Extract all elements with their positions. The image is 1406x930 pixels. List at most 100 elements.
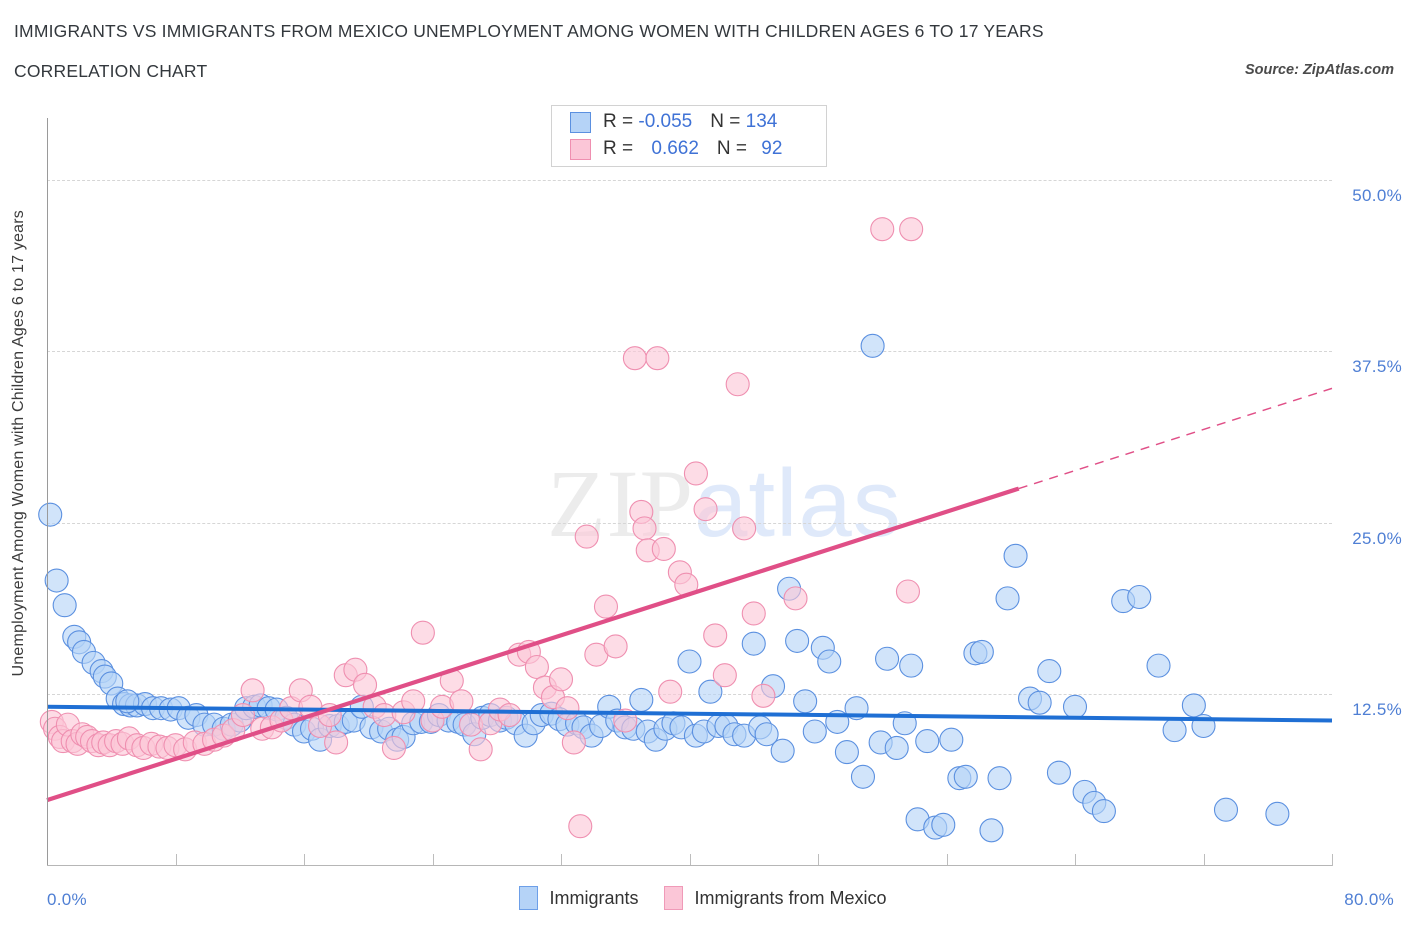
chart-subtitle: CORRELATION CHART — [14, 61, 208, 81]
x-axis-tick — [689, 854, 691, 866]
scatter-point — [693, 497, 718, 522]
scatter-point — [1027, 690, 1052, 715]
scatter-point — [629, 687, 654, 712]
scatter-point — [574, 524, 599, 549]
scatter-point — [1213, 797, 1239, 822]
scatter-point — [895, 579, 921, 604]
series-legend: Immigrants Immigrants from Mexico — [0, 886, 1406, 910]
scatter-point — [915, 729, 940, 754]
legend-swatch-pink-icon — [664, 886, 684, 910]
stats-row-immigrants: R = -0.055 N = 134 — [570, 109, 777, 135]
plot-area: ZIPatlas — [38, 118, 1333, 866]
y-axis-title: Unemployment Among Women with Children A… — [10, 210, 27, 677]
scatter-point — [1003, 543, 1028, 568]
stats-n-value-1: 134 — [745, 111, 778, 132]
scatter-point — [875, 646, 900, 671]
scatter-point — [683, 461, 708, 486]
stats-swatch-pink — [570, 138, 591, 160]
scatter-point — [677, 649, 702, 674]
scatter-point — [632, 516, 657, 541]
series-immigrants — [38, 333, 1290, 843]
stats-n-label-2: N = — [716, 138, 753, 159]
scatter-point — [751, 683, 776, 708]
scatter-point — [939, 727, 964, 752]
series-immigrants-mexico — [39, 217, 924, 839]
x-axis-tick — [1203, 854, 1205, 866]
stats-r-label-1: R = — [603, 111, 639, 132]
scatter-point — [783, 586, 808, 611]
scatter-point — [1062, 694, 1088, 719]
scatter-point — [987, 766, 1012, 791]
scatter-point — [240, 678, 265, 703]
scatter-point — [725, 372, 750, 397]
stats-n-label-1: N = — [710, 111, 746, 132]
scatter-points-layer — [38, 217, 1333, 843]
scatter-point — [754, 722, 779, 747]
scatter-point — [410, 620, 435, 645]
scatter-point — [712, 663, 737, 688]
x-axis-tick — [818, 854, 819, 866]
scatter-point — [52, 593, 77, 618]
scatter-point — [38, 502, 63, 527]
scatter-point — [603, 634, 628, 659]
legend-item-immigrants-mexico[interactable]: Immigrants from Mexico — [664, 886, 887, 910]
x-axis-tick — [304, 854, 305, 866]
scatter-point — [899, 653, 924, 678]
scatter-point — [1181, 693, 1206, 718]
scatter-point — [969, 639, 994, 664]
x-axis-tick — [1332, 854, 1333, 866]
legend-label-immigrants-mexico: Immigrants from Mexico — [694, 887, 887, 908]
stats-r-value-2: 0.662 — [651, 138, 699, 159]
scatter-point — [979, 818, 1004, 843]
scatter-point — [741, 601, 766, 626]
scatter-point — [401, 689, 426, 714]
scatter-point — [497, 702, 522, 728]
scatter-point — [548, 667, 574, 692]
source-label: Source: ZipAtlas.com — [1244, 62, 1394, 78]
x-axis-min-label: 0.0% — [47, 890, 87, 909]
correlation-stats-box: R = -0.055 N = 134 R = 0.662 N = 92 — [551, 105, 827, 167]
trend-line — [46, 486, 1020, 803]
trend-line — [1018, 387, 1333, 490]
scatter-point — [524, 654, 549, 680]
scatter-point — [770, 738, 795, 763]
scatter-point — [568, 814, 593, 839]
scatter-point — [1046, 760, 1071, 785]
y-axis-tick-label: 37.5% — [1352, 357, 1402, 377]
legend-swatch-blue-icon — [519, 886, 539, 910]
scatter-point — [658, 679, 683, 704]
y-axis-tick-label: 12.5% — [1352, 700, 1402, 720]
scatter-point — [884, 735, 909, 761]
x-axis-tick — [175, 854, 177, 866]
scatter-point — [995, 586, 1020, 611]
stats-r-value-1: -0.055 — [638, 111, 693, 132]
scatter-point — [1146, 653, 1171, 678]
scatter-point — [785, 628, 810, 653]
scatter-point — [645, 346, 670, 371]
y-axis-tick-label: 50.0% — [1352, 185, 1402, 205]
scatter-point — [1265, 801, 1290, 826]
scatter-point — [698, 679, 723, 704]
scatter-point — [850, 764, 876, 789]
y-axis-tick-label: 25.0% — [1352, 528, 1402, 548]
scatter-point — [468, 737, 493, 762]
page-title: IMMIGRANTS VS IMMIGRANTS FROM MEXICO UNE… — [14, 21, 1044, 41]
scatter-point — [817, 649, 842, 674]
x-axis-tick — [946, 854, 948, 866]
scatter-point — [1037, 659, 1062, 684]
x-axis-tick — [561, 854, 562, 866]
gridline — [47, 179, 1332, 181]
scatter-point — [793, 689, 818, 714]
scatter-point — [899, 217, 924, 242]
scatter-point — [352, 672, 378, 697]
legend-label-immigrants: Immigrants — [549, 887, 639, 908]
gridline — [47, 694, 1332, 696]
trend-line — [46, 704, 1333, 723]
scatter-point — [561, 730, 586, 755]
scatter-point — [732, 516, 757, 541]
scatter-point — [622, 346, 647, 371]
x-axis-tick — [432, 854, 434, 866]
stats-n-value-2: 92 — [761, 138, 783, 159]
legend-item-immigrants[interactable]: Immigrants — [519, 886, 638, 910]
